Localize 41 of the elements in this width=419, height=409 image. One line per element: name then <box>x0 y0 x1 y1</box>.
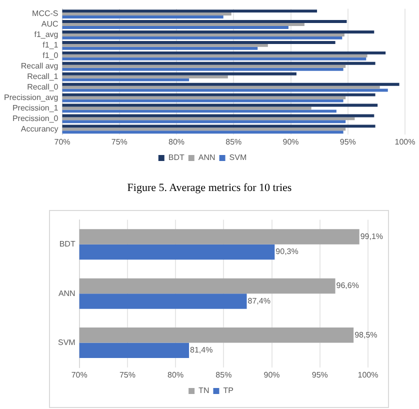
x-tick-label: 75% <box>119 370 136 380</box>
y-tick-label: f1_avg <box>34 30 58 40</box>
y-tick-label: BDT <box>59 240 76 249</box>
legend-label: TP <box>223 386 234 396</box>
y-tick-label: Recall_1 <box>27 72 59 82</box>
x-tick-label: 70% <box>54 137 70 146</box>
caption: Figure 5. Average metrics for 10 tries <box>126 182 293 194</box>
y-tick-label: SVM <box>58 338 76 348</box>
y-tick-label: Precission_0 <box>12 114 59 123</box>
x-tick-label: 90% <box>282 137 299 146</box>
x-tick-label: 100% <box>394 137 416 146</box>
data-label: 87,4% <box>248 296 270 306</box>
x-tick-label: 80% <box>168 370 184 380</box>
x-tick-label: 85% <box>226 137 242 146</box>
x-tick-label: 95% <box>312 370 328 380</box>
y-tick-label: AUC <box>41 20 58 29</box>
x-tick-label: 80% <box>168 137 185 146</box>
x-tick-label: 95% <box>340 137 356 146</box>
data-label: 81,4% <box>190 346 213 355</box>
y-tick-label: ANN <box>58 288 76 298</box>
legend-label: SVM <box>229 153 247 162</box>
legend-label: TN <box>198 386 210 396</box>
y-tick-label: f1_0 <box>42 51 59 60</box>
data-label: 90,3% <box>276 247 298 256</box>
data-label: 99,1% <box>360 232 384 241</box>
legend-label: BDT <box>168 153 184 162</box>
x-tick-label: 90% <box>264 370 280 380</box>
data-label: 96,6% <box>336 281 359 290</box>
x-tick-label: 70% <box>71 370 88 380</box>
y-tick-label: Precission_avg <box>4 92 58 102</box>
x-tick-label: 75% <box>111 137 128 146</box>
y-tick-label: Accurancy <box>20 124 58 134</box>
x-tick-label: 85% <box>216 370 232 380</box>
y-tick-label: Recall_0 <box>27 82 59 92</box>
data-label: 98,5% <box>354 330 378 340</box>
y-tick-label: f1_1 <box>42 40 59 50</box>
x-tick-label: 100% <box>358 370 378 380</box>
y-tick-label: Precission_1 <box>12 103 59 112</box>
y-tick-label: MCC-S <box>32 9 58 18</box>
y-tick-label: Recall avg <box>20 62 58 71</box>
legend-label: ANN <box>198 153 216 162</box>
